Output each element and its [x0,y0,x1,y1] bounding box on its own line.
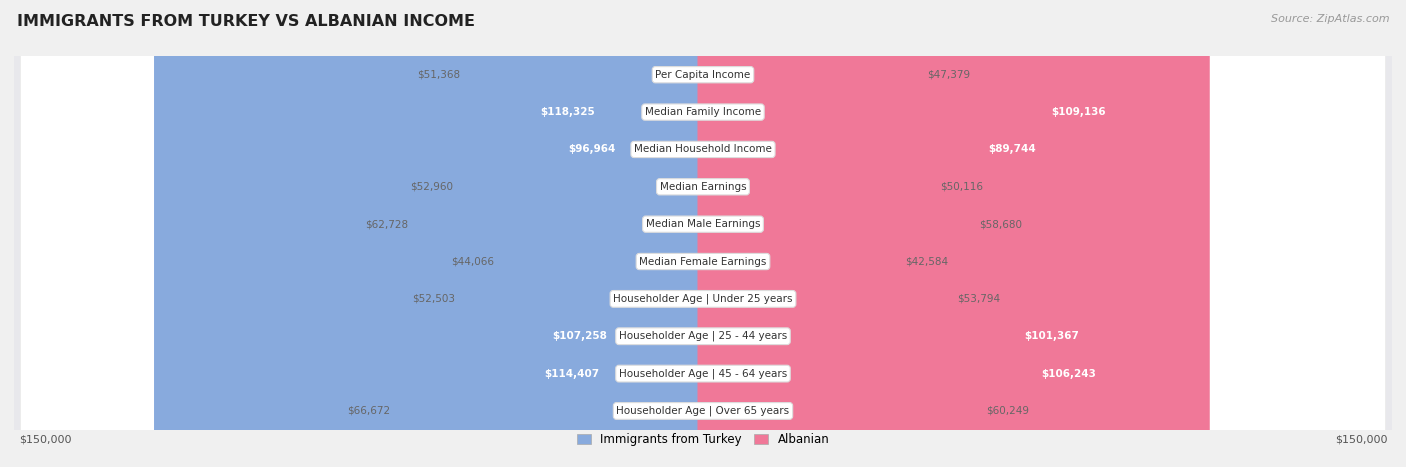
Text: Median Household Income: Median Household Income [634,144,772,155]
FancyBboxPatch shape [21,0,1385,467]
Text: $60,249: $60,249 [987,406,1029,416]
FancyBboxPatch shape [10,0,1396,467]
Text: $114,407: $114,407 [544,368,599,379]
Legend: Immigrants from Turkey, Albanian: Immigrants from Turkey, Albanian [576,433,830,446]
FancyBboxPatch shape [454,0,709,467]
FancyBboxPatch shape [10,0,1396,467]
Text: Source: ZipAtlas.com: Source: ZipAtlas.com [1271,14,1389,24]
Text: Median Female Earnings: Median Female Earnings [640,256,766,267]
FancyBboxPatch shape [10,0,1396,467]
FancyBboxPatch shape [205,0,709,467]
Text: $50,116: $50,116 [941,182,983,192]
Text: $52,503: $52,503 [412,294,456,304]
FancyBboxPatch shape [21,0,1385,467]
Text: Per Capita Income: Per Capita Income [655,70,751,80]
Text: $101,367: $101,367 [1025,331,1080,341]
FancyBboxPatch shape [697,0,927,467]
Text: $62,728: $62,728 [366,219,408,229]
FancyBboxPatch shape [172,0,709,467]
FancyBboxPatch shape [697,0,979,467]
Text: Householder Age | 25 - 44 years: Householder Age | 25 - 44 years [619,331,787,341]
FancyBboxPatch shape [10,0,1396,467]
FancyBboxPatch shape [10,0,1396,467]
Text: Median Male Earnings: Median Male Earnings [645,219,761,229]
Text: $107,258: $107,258 [553,331,607,341]
Text: $47,379: $47,379 [928,70,970,80]
Text: $66,672: $66,672 [347,406,389,416]
Text: $53,794: $53,794 [957,294,1000,304]
FancyBboxPatch shape [10,0,1396,467]
Text: $52,960: $52,960 [411,182,453,192]
FancyBboxPatch shape [391,0,709,467]
Text: $118,325: $118,325 [540,107,595,117]
FancyBboxPatch shape [697,0,1121,467]
Text: Householder Age | Under 25 years: Householder Age | Under 25 years [613,294,793,304]
Text: Householder Age | Over 65 years: Householder Age | Over 65 years [616,406,790,416]
FancyBboxPatch shape [461,0,709,467]
FancyBboxPatch shape [21,0,1385,467]
FancyBboxPatch shape [10,0,1396,467]
Text: $106,243: $106,243 [1042,368,1097,379]
FancyBboxPatch shape [21,0,1385,467]
FancyBboxPatch shape [697,0,956,467]
FancyBboxPatch shape [697,0,939,467]
Text: $89,744: $89,744 [988,144,1036,155]
FancyBboxPatch shape [10,0,1396,467]
Text: $150,000: $150,000 [18,434,72,444]
FancyBboxPatch shape [21,0,1385,467]
FancyBboxPatch shape [21,0,1385,467]
FancyBboxPatch shape [409,0,709,467]
FancyBboxPatch shape [10,0,1396,467]
FancyBboxPatch shape [21,0,1385,467]
Text: $44,066: $44,066 [451,256,494,267]
FancyBboxPatch shape [697,0,1197,467]
FancyBboxPatch shape [457,0,709,467]
FancyBboxPatch shape [21,0,1385,467]
FancyBboxPatch shape [21,0,1385,467]
Text: $51,368: $51,368 [418,70,460,80]
FancyBboxPatch shape [155,0,709,467]
FancyBboxPatch shape [697,0,904,467]
FancyBboxPatch shape [697,0,1209,467]
Text: Median Family Income: Median Family Income [645,107,761,117]
FancyBboxPatch shape [252,0,709,467]
FancyBboxPatch shape [697,0,1174,467]
FancyBboxPatch shape [10,0,1396,467]
FancyBboxPatch shape [495,0,709,467]
Text: $42,584: $42,584 [905,256,949,267]
Text: $58,680: $58,680 [980,219,1022,229]
Text: $150,000: $150,000 [1334,434,1388,444]
Text: $109,136: $109,136 [1052,107,1107,117]
Text: $96,964: $96,964 [568,144,616,155]
FancyBboxPatch shape [21,0,1385,467]
Text: IMMIGRANTS FROM TURKEY VS ALBANIAN INCOME: IMMIGRANTS FROM TURKEY VS ALBANIAN INCOM… [17,14,475,29]
Text: Median Earnings: Median Earnings [659,182,747,192]
Text: Householder Age | 45 - 64 years: Householder Age | 45 - 64 years [619,368,787,379]
FancyBboxPatch shape [697,0,986,467]
